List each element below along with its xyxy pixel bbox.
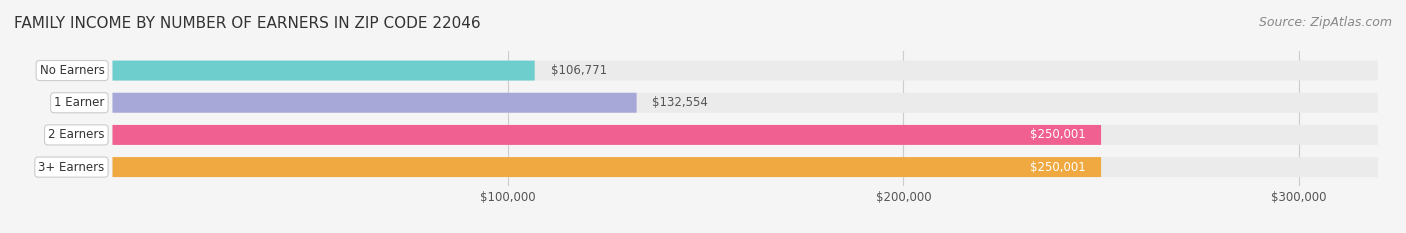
FancyBboxPatch shape <box>112 61 534 81</box>
Text: $132,554: $132,554 <box>652 96 709 109</box>
Text: 2 Earners: 2 Earners <box>48 128 104 141</box>
Text: 3+ Earners: 3+ Earners <box>38 161 104 174</box>
FancyBboxPatch shape <box>112 157 1378 177</box>
FancyBboxPatch shape <box>112 93 1378 113</box>
FancyBboxPatch shape <box>112 61 1378 81</box>
FancyBboxPatch shape <box>112 125 1101 145</box>
Text: $250,001: $250,001 <box>1029 161 1085 174</box>
FancyBboxPatch shape <box>112 93 637 113</box>
Text: No Earners: No Earners <box>39 64 104 77</box>
Text: Source: ZipAtlas.com: Source: ZipAtlas.com <box>1258 16 1392 29</box>
Text: FAMILY INCOME BY NUMBER OF EARNERS IN ZIP CODE 22046: FAMILY INCOME BY NUMBER OF EARNERS IN ZI… <box>14 16 481 31</box>
Text: $250,001: $250,001 <box>1029 128 1085 141</box>
Text: $106,771: $106,771 <box>551 64 606 77</box>
Text: 1 Earner: 1 Earner <box>55 96 104 109</box>
FancyBboxPatch shape <box>112 157 1101 177</box>
FancyBboxPatch shape <box>112 125 1378 145</box>
